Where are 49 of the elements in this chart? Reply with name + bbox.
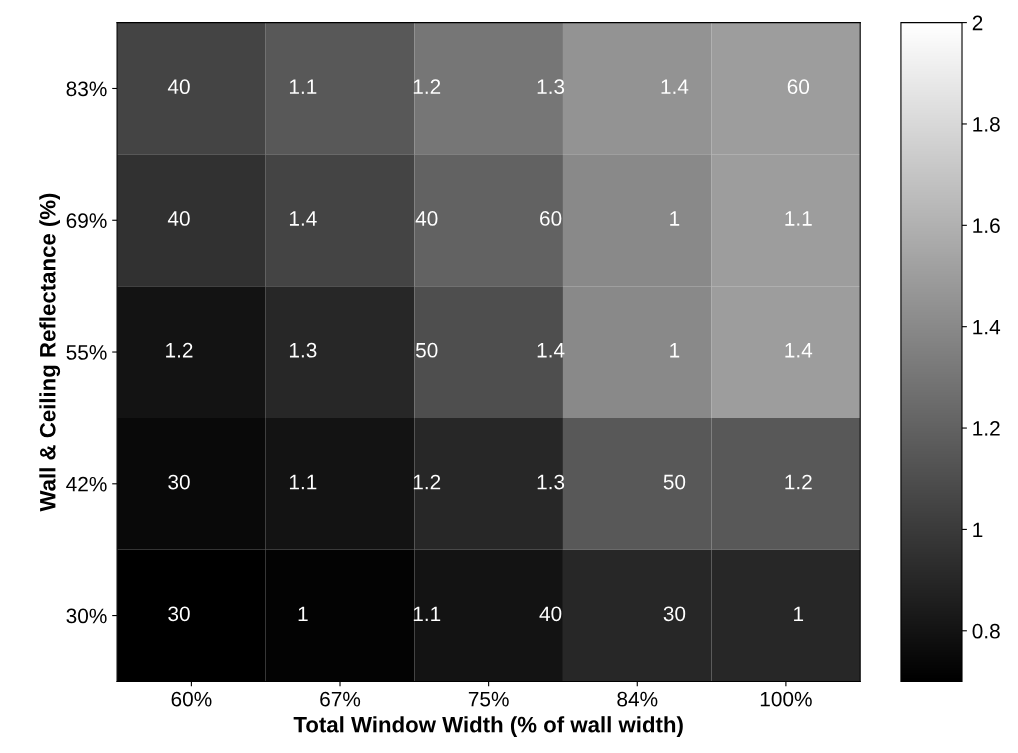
color-bar-label: 1.2 [973,421,1000,436]
color-bar-label: 1.8 [973,116,1000,132]
annotation: 1.3 [537,79,565,95]
color-bar-label: 1.4 [973,319,1001,335]
annotation: 30 [168,474,190,490]
annotation: 1.3 [289,342,317,358]
annotation: 40 [415,211,438,226]
annotation: 1.3 [537,474,565,490]
annotation: 1.1 [289,474,317,490]
annotation: 1.4 [661,79,689,94]
annotation: 50 [415,342,438,358]
x-axis-title: Total Window Width (% of wall width) [293,716,683,737]
x-tick-label: 67% [320,691,361,707]
y-tick-label: 69% [66,213,107,229]
annotation: 1 [670,211,680,226]
y-tick-label: 83% [66,81,107,97]
annotation: 60 [787,79,810,95]
annotation: 1.1 [785,211,812,226]
y-axis-title: Wall & Ceiling Reflectance (%) [39,193,61,512]
x-tick-label: 84% [617,691,658,707]
y-tick-label: 30% [66,608,107,624]
annotation: 1 [794,606,804,621]
annotation: 1.4 [537,343,565,358]
y-tick-label: 55% [66,345,107,360]
color-bar-label: 1 [973,522,983,537]
annotation: 1.2 [785,474,812,490]
color-bar-label: 0.8 [972,623,1000,639]
color-bar-label: 1.6 [973,218,1000,234]
x-tick-label: 100% [760,691,812,707]
annotation: 1.2 [413,79,441,94]
annotation: 40 [167,79,190,95]
annotation: 1.4 [289,211,317,226]
annotation: 50 [663,474,686,490]
annotation: 60 [540,211,562,226]
annotation: 1 [670,343,680,358]
annotation: 40 [539,606,562,622]
annotation: 1.2 [413,474,441,490]
x-tick-label: 60% [171,691,212,707]
annotation: 1.1 [413,606,441,621]
annotation: 1.1 [289,79,317,94]
x-tick-label: 75% [468,691,509,707]
annotation: 1.4 [785,343,813,358]
annotation: 30 [663,606,686,622]
y-tick-label: 42% [66,476,107,492]
annotation: 1.2 [166,342,193,358]
annotation: 30 [168,606,190,622]
annotation: 40 [167,211,190,226]
annotation: 1 [298,606,308,621]
color-bar-label: 2 [972,15,983,31]
